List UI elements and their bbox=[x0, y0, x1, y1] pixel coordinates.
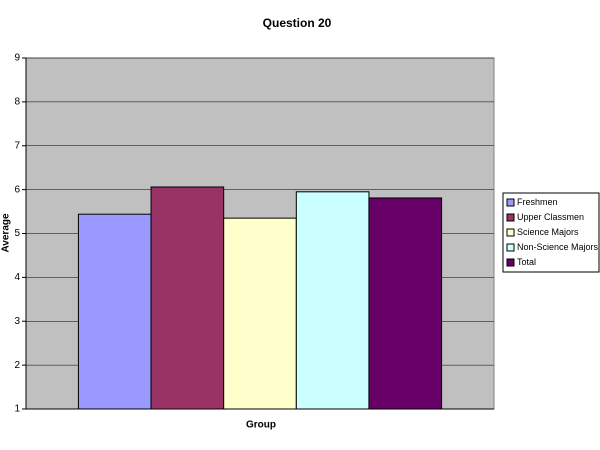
legend-swatch bbox=[506, 243, 515, 252]
legend-label: Total bbox=[517, 257, 536, 267]
y-tick-label: 1 bbox=[14, 404, 20, 415]
chart-title: Question 20 bbox=[263, 16, 332, 30]
y-tick-label: 4 bbox=[14, 272, 20, 283]
legend-label: Science Majors bbox=[517, 227, 579, 237]
y-tick-label: 9 bbox=[14, 53, 20, 64]
y-tick-label: 8 bbox=[14, 97, 20, 108]
legend: Freshmen Upper Classmen Science Majors Non-… bbox=[502, 192, 600, 273]
y-tick-label: 6 bbox=[14, 184, 20, 195]
legend-swatch bbox=[506, 258, 515, 267]
bar bbox=[368, 197, 443, 410]
legend-label: Freshmen bbox=[517, 197, 558, 207]
y-axis-title: Average bbox=[1, 213, 12, 253]
y-tick-label: 3 bbox=[14, 316, 20, 327]
x-axis-title: Group bbox=[246, 420, 276, 431]
bar bbox=[77, 213, 152, 410]
legend-label: Upper Classmen bbox=[517, 212, 584, 222]
bar bbox=[150, 186, 225, 410]
bar bbox=[223, 217, 297, 410]
bar bbox=[295, 191, 370, 410]
bars bbox=[77, 186, 443, 410]
y-tick-label: 7 bbox=[14, 140, 20, 151]
legend-swatch bbox=[506, 228, 515, 237]
legend-box bbox=[502, 192, 600, 273]
y-tick-label: 2 bbox=[14, 360, 20, 371]
legend-swatch bbox=[506, 198, 515, 207]
y-tick-label: 5 bbox=[14, 228, 20, 239]
legend-swatch bbox=[506, 213, 515, 222]
legend-label: Non-Science Majors bbox=[517, 242, 599, 252]
